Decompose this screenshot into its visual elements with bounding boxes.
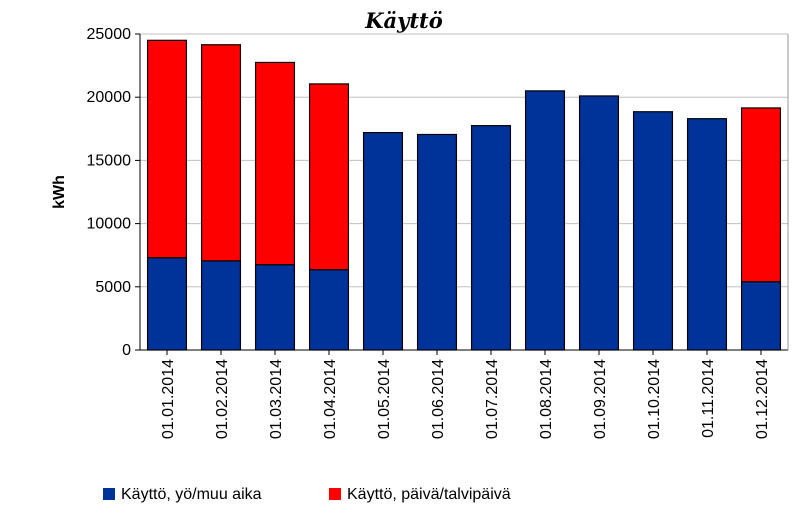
x-tick-labels: 01.01.2014 01.02.2014 01.03.2014 01.04.2014… — [160, 350, 771, 439]
legend-swatch-day — [329, 488, 341, 500]
y-tick-label: 5000 — [95, 279, 131, 296]
x-tick-label: 01.08.2014 — [538, 359, 555, 439]
x-tick-label: 01.09.2014 — [592, 359, 609, 439]
x-tick-label: 01.11.2014 — [700, 359, 717, 438]
y-tick-label: 0 — [122, 342, 131, 359]
chart-title: Käyttö — [364, 8, 442, 33]
y-tick-label: 10000 — [87, 216, 132, 233]
bar-night — [524, 90, 566, 351]
x-tick-label: 01.02.2014 — [214, 359, 231, 439]
bar-day — [200, 44, 242, 262]
bar-night — [146, 257, 188, 351]
y-tick-label: 25000 — [87, 26, 132, 43]
y-axis-label: kWh — [51, 175, 68, 209]
bar-night — [578, 95, 620, 351]
bar-night — [416, 133, 458, 351]
x-tick-label: 01.05.2014 — [376, 359, 393, 439]
x-tick-label: 01.03.2014 — [268, 359, 285, 439]
legend-label-day: Käyttö, päivä/talvipäivä — [347, 486, 511, 503]
y-tick-labels: 0 5000 10000 15000 20000 25000 — [87, 26, 140, 359]
bar-day — [254, 61, 296, 266]
gridlines — [140, 33, 788, 288]
legend-label-night: Käyttö, yö/muu aika — [121, 486, 262, 503]
bar-night — [308, 269, 350, 351]
bar-night — [470, 125, 512, 351]
x-tick-label: 01.01.2014 — [160, 359, 177, 439]
bar-day — [146, 39, 188, 259]
x-tick-label: 01.07.2014 — [484, 359, 501, 439]
bar-day — [308, 83, 350, 271]
bar-night — [686, 118, 728, 351]
bar-night — [254, 264, 296, 351]
x-tick-label: 01.06.2014 — [430, 359, 447, 439]
bar-night — [200, 260, 242, 351]
axes — [139, 34, 789, 351]
x-tick-label: 01.12.2014 — [754, 359, 771, 439]
bar-night — [362, 131, 404, 351]
y-tick-label: 20000 — [87, 89, 132, 106]
legend: Käyttö, yö/muu aika Käyttö, päivä/talvip… — [103, 486, 511, 503]
bar-night — [740, 281, 782, 351]
bar-night — [632, 111, 674, 351]
legend-swatch-night — [103, 488, 115, 500]
bars — [146, 39, 782, 351]
x-tick-label: 01.10.2014 — [646, 359, 663, 439]
y-tick-label: 15000 — [87, 152, 132, 169]
bar-day — [740, 107, 782, 283]
x-tick-label: 01.04.2014 — [322, 359, 339, 439]
